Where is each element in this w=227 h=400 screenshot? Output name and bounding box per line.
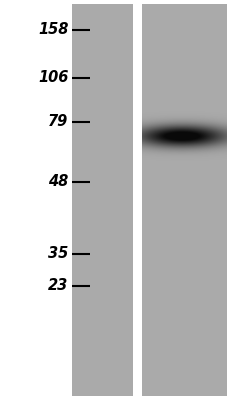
Bar — [0, 4, 72, 396]
Text: 158: 158 — [38, 22, 68, 38]
Text: 48: 48 — [48, 174, 68, 190]
Text: 106: 106 — [38, 70, 68, 86]
Text: 23: 23 — [48, 278, 68, 294]
Bar — [133, 4, 142, 396]
Text: 35: 35 — [48, 246, 68, 262]
Text: 79: 79 — [48, 114, 68, 130]
Bar — [72, 4, 133, 396]
Bar — [142, 4, 227, 396]
